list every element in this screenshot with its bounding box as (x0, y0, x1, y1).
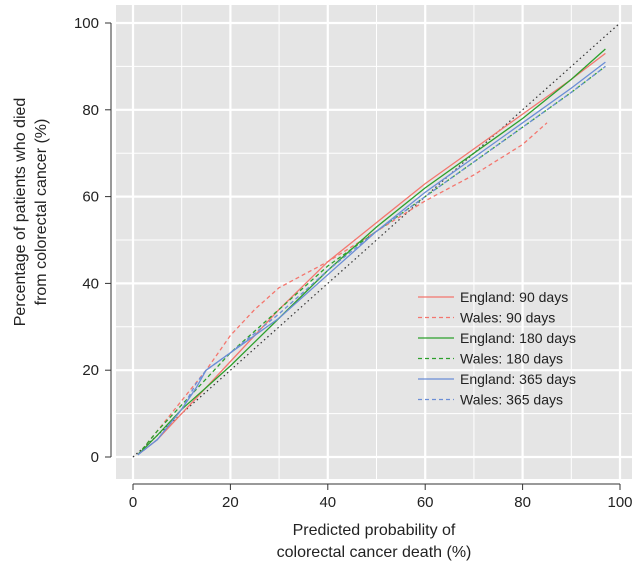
x-axis-title-line-1: Predicted probability of (293, 522, 456, 539)
legend-label-2: Wales: 90 days (460, 310, 555, 326)
x-tick-label-40: 40 (319, 494, 336, 511)
x-tick-label-100: 100 (607, 494, 632, 511)
y-tick-label-60: 60 (82, 189, 99, 206)
series-line-2 (137, 122, 548, 456)
x-tick-label-80: 80 (514, 494, 531, 511)
y-tick-label-100: 100 (74, 15, 99, 32)
diagonal-reference-line (132, 22, 621, 458)
x-tick-label-60: 60 (417, 494, 434, 511)
legend-label-3: England: 180 days (460, 330, 576, 346)
series-line-5 (137, 61, 606, 456)
series-line-6 (137, 65, 606, 456)
y-tick-label-40: 40 (82, 275, 99, 292)
y-tick-label-80: 80 (82, 102, 99, 119)
x-axis-title: Predicted probability of colorectal canc… (277, 522, 472, 561)
legend-label-4: Wales: 180 days (460, 351, 563, 367)
series-layer (137, 48, 606, 456)
plot-background (116, 5, 632, 479)
legend-label-5: England: 365 days (460, 371, 576, 387)
legend: England: 90 days Wales: 90 days England: 1… (418, 289, 576, 408)
axes: 0 20 40 60 80 100 0 20 40 60 80 100 (74, 15, 633, 511)
legend-label-1: England: 90 days (460, 289, 568, 305)
series-line-4 (137, 65, 606, 456)
legend-label-6: Wales: 365 days (460, 392, 563, 408)
x-axis-title-line-2: colorectal cancer death (%) (277, 544, 472, 561)
x-tick-label-20: 20 (222, 494, 239, 511)
x-tick-label-0: 0 (129, 494, 137, 511)
y-axis-title-line-1: Percentage of patients who died (12, 98, 29, 327)
y-tick-label-0: 0 (91, 449, 99, 466)
y-tick-label-20: 20 (82, 362, 99, 379)
y-axis-title: Percentage of patients who died from col… (12, 98, 50, 327)
reference-line (132, 22, 621, 458)
y-axis-title-line-2: from colorectal cancer (%) (33, 119, 50, 306)
